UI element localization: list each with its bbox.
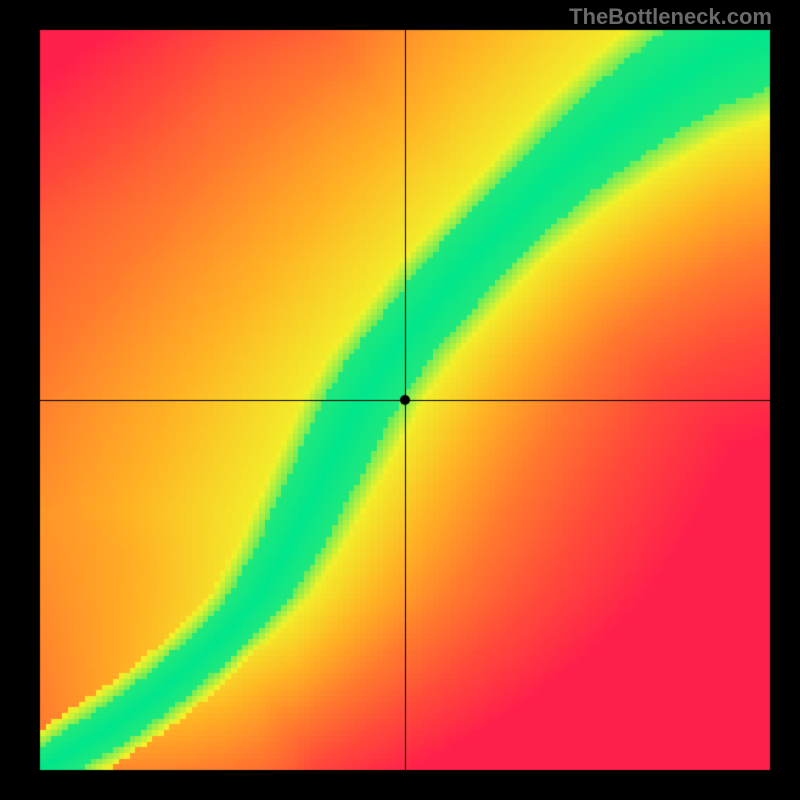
heatmap-canvas xyxy=(0,0,800,800)
chart-container: TheBottleneck.com xyxy=(0,0,800,800)
watermark-text: TheBottleneck.com xyxy=(569,4,772,30)
